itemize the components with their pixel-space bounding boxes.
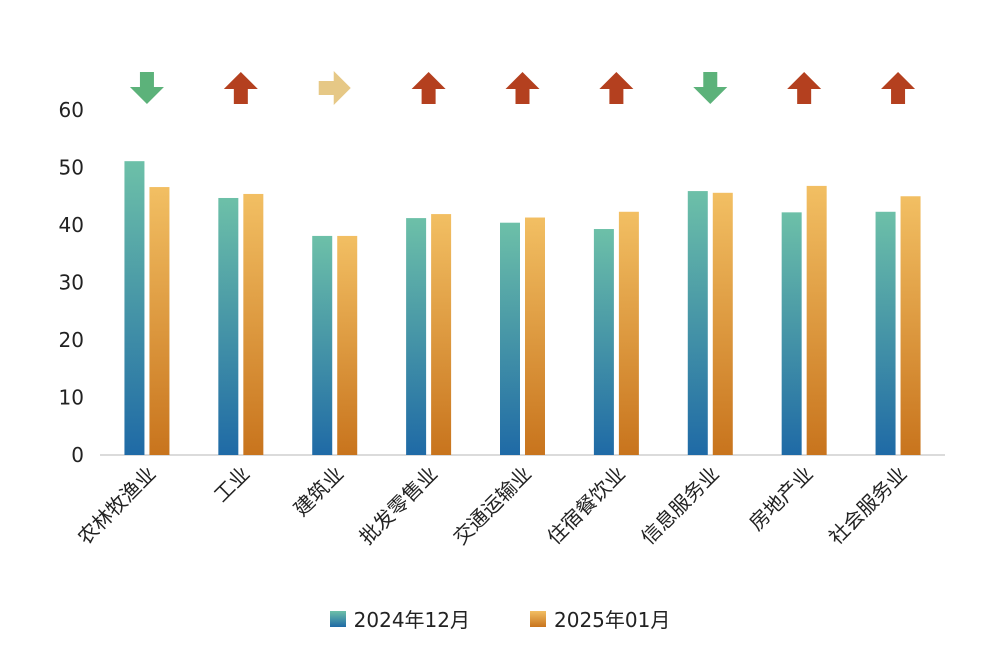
legend-item-series-1: 2024年12月 (329, 604, 470, 633)
y-tick-label: 10 (59, 386, 84, 410)
x-axis-labels: 农林牧渔业 工业 建筑业 批发零售业 交通运输业 住宿餐饮业 信息服务业 房地产业 社会服务业 (73, 462, 912, 550)
trend-arrows (129, 71, 916, 105)
x-tick-label: 农林牧渔业 (73, 462, 161, 550)
trend-up-arrow-icon (881, 72, 916, 104)
x-tick-label: 住宿餐饮业 (542, 462, 630, 550)
trend-flat-arrow-icon (318, 71, 351, 105)
trend-up-arrow-icon (787, 72, 822, 104)
trend-down-arrow-icon (129, 72, 164, 104)
bar-series-1 (124, 161, 145, 456)
x-tick-label: 工业 (209, 462, 254, 507)
bar-series-1 (781, 212, 802, 455)
legend-item-series-2: 2025年01月 (530, 604, 670, 633)
x-tick-label: 房地产业 (744, 462, 818, 536)
bar-series-1 (406, 218, 427, 455)
legend-label-series-1: 2024年12月 (353, 608, 470, 632)
bar-series-2 (712, 192, 733, 456)
trend-up-arrow-icon (599, 72, 634, 104)
legend-label-series-2: 2025年01月 (554, 608, 671, 632)
x-tick-label: 批发零售业 (354, 462, 442, 550)
trend-up-arrow-icon (505, 72, 540, 104)
x-tick-label: 信息服务业 (636, 462, 724, 550)
y-tick-label: 60 (59, 98, 84, 122)
bar-series-2 (806, 185, 827, 455)
legend-swatch-series-2 (530, 610, 546, 627)
y-tick-label: 50 (59, 156, 84, 180)
x-tick-label: 社会服务业 (824, 462, 912, 550)
y-tick-label: 0 (71, 443, 84, 467)
bar-series-1 (875, 211, 896, 455)
trend-up-arrow-icon (223, 72, 258, 104)
legend-swatch-series-1 (329, 610, 346, 627)
y-tick-label: 40 (59, 213, 84, 237)
bar-chart: 0 10 20 30 40 50 60 农林牧渔业 工业 建筑业 批发零售业 交通运输业 住宿餐饮业信… (59, 71, 945, 550)
bar-series-1 (687, 191, 708, 455)
bar-series-2 (431, 214, 452, 455)
bar-series-2 (243, 193, 264, 455)
y-axis: 0 10 20 30 40 50 60 (59, 98, 84, 467)
bar-series-2 (900, 196, 921, 455)
bar-series-2 (525, 217, 545, 455)
bar-series-1 (218, 197, 239, 455)
bar-series-1 (593, 229, 614, 455)
bar-series-1 (500, 222, 520, 455)
y-tick-label: 30 (59, 271, 84, 295)
bars (124, 161, 921, 456)
bar-series-2 (149, 187, 170, 456)
x-tick-label: 建筑业 (289, 462, 348, 521)
trend-down-arrow-icon (693, 72, 728, 104)
legend: 2024年12月 2025年01月 (0, 604, 1000, 633)
x-tick-label: 交通运输业 (448, 462, 536, 550)
y-tick-label: 20 (59, 328, 84, 352)
bar-series-2 (618, 211, 639, 455)
bar-series-1 (312, 235, 333, 455)
bar-series-2 (337, 235, 358, 455)
trend-up-arrow-icon (411, 72, 446, 104)
